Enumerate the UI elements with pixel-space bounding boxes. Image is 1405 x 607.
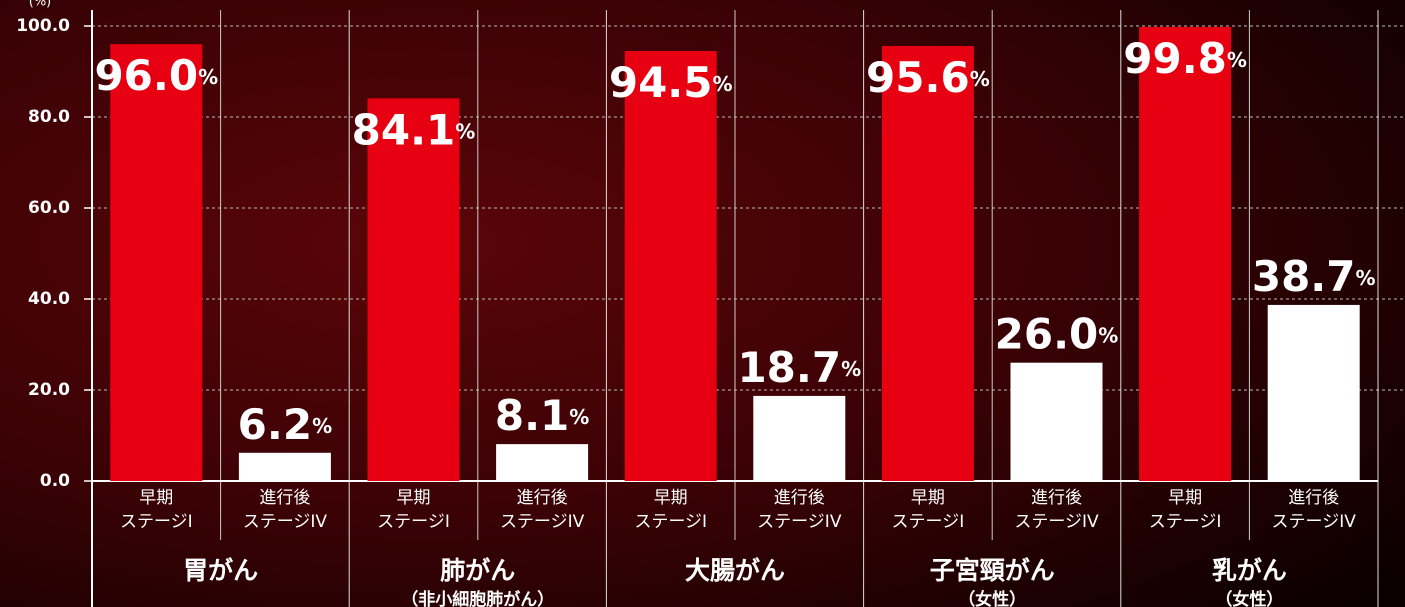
x-sub-label: 進行後 [1288,488,1339,508]
y-tick-label: 0.0 [40,471,70,491]
x-sub-label: 早期 [654,488,688,508]
x-sub-label: ステージIV [1014,512,1099,532]
x-sub-label: ステージI [634,512,707,532]
x-sub-label: 早期 [139,488,173,508]
y-tick-label: 40.0 [28,289,70,309]
x-sub-label: ステージIV [1272,512,1357,532]
x-sub-label: ステージI [1149,512,1222,532]
x-category-label: 大腸がん [685,556,785,585]
bar [496,444,588,481]
x-category-note: （女性） [1215,589,1283,607]
unit-label: (%) [29,0,52,10]
y-tick-label: 80.0 [28,107,70,127]
bar [368,98,460,481]
x-category-label: 子宮頸がん [930,556,1055,585]
bar [625,51,717,481]
y-tick-label: 60.0 [28,198,70,218]
x-sub-label: 進行後 [1031,488,1082,508]
y-tick-label: 20.0 [28,380,70,400]
x-sub-label: ステージI [120,512,193,532]
x-category-note: （女性） [958,589,1026,607]
x-sub-label: ステージIV [757,512,842,532]
bar [239,453,331,481]
bar [753,396,845,481]
x-category-label: 胃がん [183,556,258,585]
y-tick-label: 100.0 [16,16,70,36]
x-sub-label: 進行後 [517,488,568,508]
x-category-label: 肺がん [440,556,515,585]
x-sub-label: ステージI [377,512,450,532]
x-category-note: （非小細胞肺がん） [401,589,554,607]
chart: (%) 0.020.040.060.080.0100.096.0%早期ステージI… [0,0,1405,607]
x-sub-label: ステージIV [243,512,328,532]
x-sub-label: 早期 [397,488,431,508]
x-sub-label: ステージI [892,512,965,532]
x-sub-label: ステージIV [500,512,585,532]
x-sub-label: 早期 [1168,488,1202,508]
x-sub-label: 進行後 [259,488,310,508]
bar [882,46,974,481]
bar [1268,305,1360,481]
bar [1011,363,1103,481]
bar [1139,27,1231,481]
x-category-label: 乳がん [1212,556,1287,585]
x-sub-label: 進行後 [774,488,825,508]
bar [110,44,202,481]
x-sub-label: 早期 [911,488,945,508]
